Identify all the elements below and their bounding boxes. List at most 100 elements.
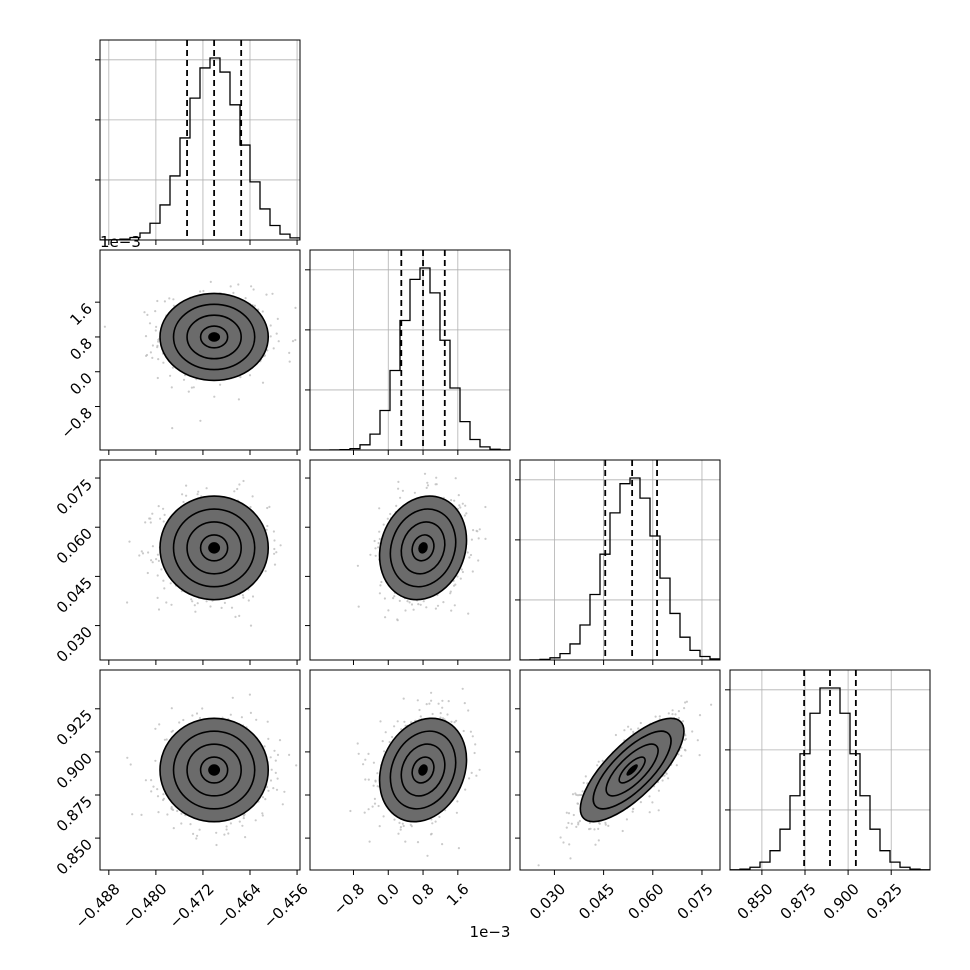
scatter-point [295,764,298,767]
scatter-point [266,506,269,510]
scatter-point [623,729,626,732]
scatter-point [166,813,169,816]
panel-frame [519,669,721,871]
scatter-point [406,600,409,603]
scatter-point [478,528,481,531]
scatter-point [154,329,157,332]
scatter-point [569,857,572,860]
scatter-point [379,584,382,587]
scatter-point [272,347,275,350]
scatter-point [274,771,277,775]
scatter-point [441,699,444,702]
y-tick-label: 0.060 [53,524,96,567]
scatter-point [362,763,365,766]
scatter-point [450,609,453,612]
scatter-point [455,719,458,722]
scatter-point [604,821,607,825]
scatter-point [170,603,173,606]
scatter-point [469,553,473,557]
scatter-point [425,606,428,609]
scatter-point [159,517,162,520]
x-tick-label: 0.0 [373,880,403,910]
scatter-point [417,603,420,606]
scatter-point [149,517,152,520]
scatter-point [271,292,274,295]
scatter-point [581,790,584,793]
panel-2-0 [95,459,301,665]
scatter-point [274,759,277,762]
scatter-point [231,696,234,699]
scatter-point [237,398,240,401]
scatter-point [279,544,282,547]
scatter-point [675,764,678,767]
scatter-point [388,740,391,744]
scatter-point [685,700,689,703]
scatter-point [401,489,404,492]
scatter-point [156,596,159,600]
scatter-point [430,691,433,694]
scatter-point [657,809,660,812]
scatter-point [180,822,183,825]
scatter-point [464,788,467,791]
scatter-point [255,718,258,721]
scatter-point [170,707,173,710]
scatter-point [194,610,197,613]
scatter-point [378,530,381,533]
scatter-point [473,751,476,755]
scatter-point [567,821,570,825]
scatter-point [378,537,381,541]
scatter-point [393,725,396,728]
scatter-point [637,727,640,730]
scatter-point [447,700,450,703]
scatter-point [140,550,143,553]
scatter-point [667,777,670,780]
panel-3-2 [515,669,721,875]
density-3-2 [580,718,684,822]
panel-frame [519,459,721,661]
panel-frame [99,39,301,241]
scatter-point [663,774,666,777]
scatter-point [639,721,642,725]
scatter-point [378,592,381,595]
scatter-point [391,735,394,739]
scatter-point [665,772,668,775]
scatter-point [162,798,165,802]
scatter-point [397,832,400,835]
scatter-point [157,505,160,508]
scatter-point [597,839,600,842]
scatter-point [157,358,160,361]
scatter-point [178,721,181,724]
scatter-point [577,821,580,824]
scatter-point [452,584,456,587]
panel-frame [99,249,301,451]
panel-1-0 [95,249,301,455]
scatter-point [454,477,457,480]
scatter-point [470,538,473,541]
scatter-point [436,604,440,607]
scatter-point [249,505,252,509]
scatter-point [288,351,291,354]
histogram-0 [100,57,300,240]
scatter-point [196,602,199,605]
scatter-point [191,714,194,717]
scatter-point [253,304,256,307]
scatter-point [470,771,473,775]
scatter-point [575,825,578,829]
scatter-point [484,537,487,541]
y-tick-label: 1.6 [66,299,96,329]
scatter-point [368,840,371,843]
density-peak [208,332,221,342]
scatter-point [677,716,681,720]
scatter-point [165,601,168,604]
scatter-point [412,608,415,611]
scatter-point [373,802,377,805]
x-tick-label: 0.850 [734,880,777,923]
scatter-point [567,812,571,815]
scatter-point [225,825,228,828]
scatter-point [571,793,575,796]
scatter-point [578,819,582,823]
scatter-point [232,291,235,294]
scatter-point [171,808,174,811]
scatter-point [449,590,452,593]
scatter-point [629,728,633,731]
